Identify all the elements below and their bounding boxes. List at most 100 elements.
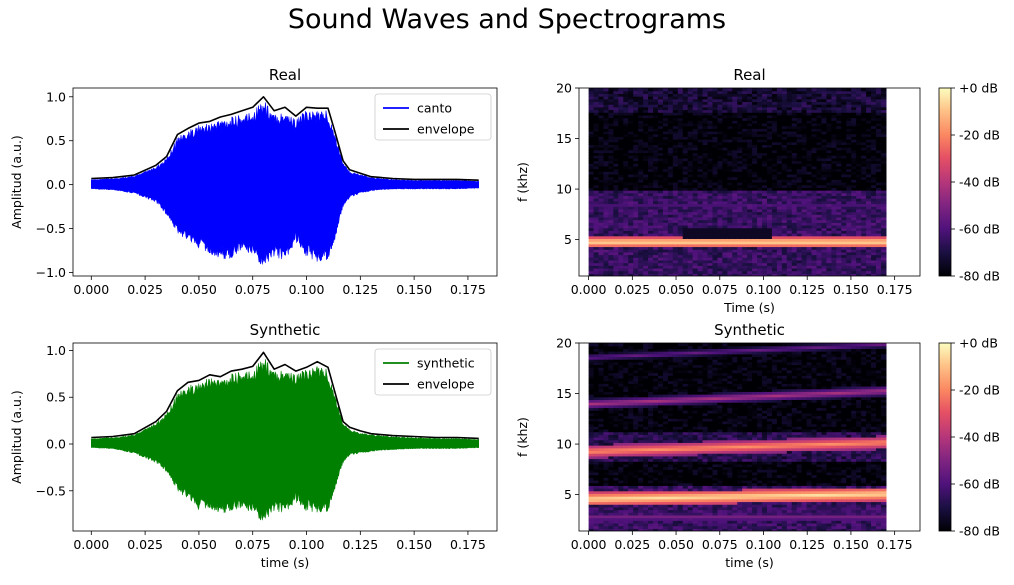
- spectrogram-cell: [702, 265, 709, 269]
- spectrogram-cell: [613, 345, 619, 349]
- spectrogram-cell: [603, 128, 610, 132]
- spectrogram-cell: [648, 230, 654, 234]
- spectrogram-cell: [875, 88, 882, 92]
- spectrogram-cell: [657, 149, 664, 154]
- spectrogram-cell: [687, 224, 694, 229]
- spectrogram-cell: [598, 439, 605, 443]
- spectrogram-cell: [702, 93, 709, 97]
- spectrogram-cell: [618, 249, 624, 253]
- spectrogram-cell: [821, 262, 828, 266]
- spectrogram-cell: [628, 428, 634, 433]
- spectrogram-cell: [722, 155, 728, 159]
- spectrogram-cell: [762, 104, 768, 108]
- spectrogram-cell: [672, 157, 679, 162]
- spectrogram-cell: [653, 122, 659, 127]
- spectrogram-cell: [628, 117, 634, 121]
- spectrogram-cell: [816, 222, 823, 226]
- spectrogram-cell: [692, 198, 699, 202]
- spectrogram-cell: [672, 270, 679, 274]
- spectrogram-cell: [801, 262, 808, 266]
- spectrogram-cell: [682, 208, 689, 213]
- spectrogram-cell: [648, 104, 654, 108]
- spectrogram-cell: [613, 407, 619, 411]
- spectrogram-cell: [871, 147, 877, 151]
- spectrogram-cell: [648, 157, 654, 162]
- spectrogram-cell: [821, 98, 828, 103]
- spectrogram-cell: [821, 216, 828, 221]
- spectrogram-cell: [737, 227, 743, 231]
- spectrogram-cell: [643, 130, 649, 135]
- spectrogram-cell: [603, 396, 610, 400]
- spectrogram-cell: [707, 171, 714, 175]
- spectrogram-cell: [766, 190, 773, 194]
- spectrogram-cell: [811, 139, 818, 143]
- spectrogram-cell: [682, 98, 689, 103]
- spectrogram-cell: [752, 235, 758, 239]
- spectrogram-cell: [603, 361, 610, 366]
- spectrogram-cell: [608, 168, 614, 172]
- spectrogram-cell: [667, 173, 674, 178]
- spectrogram-cell: [623, 463, 629, 468]
- spectrogram-cell: [846, 147, 852, 151]
- spectrogram-cell: [776, 125, 783, 129]
- spectrogram-cell: [727, 222, 733, 226]
- spectrogram-cell: [757, 90, 763, 94]
- spectrogram-cell: [613, 517, 619, 521]
- spectrogram-cell: [618, 227, 624, 231]
- spectrogram-cell: [598, 388, 605, 392]
- spectrogram-cell: [875, 147, 882, 151]
- spectrogram-cell: [880, 243, 887, 248]
- spectrogram-cell: [771, 198, 778, 202]
- spectrogram-cell: [618, 141, 624, 145]
- spectrogram-cell: [608, 437, 614, 441]
- spectrogram-cell: [712, 267, 719, 272]
- spectrogram-cell: [613, 238, 619, 242]
- spectrogram-cell: [657, 262, 664, 266]
- spectrogram-cell: [588, 439, 595, 443]
- spectrogram-cell: [801, 101, 808, 105]
- spectrogram-cell: [836, 246, 842, 250]
- spectrogram-cell: [687, 157, 694, 162]
- spectrogram-cell: [588, 367, 595, 371]
- spectrogram-cell: [593, 117, 600, 121]
- spectrogram-cell: [752, 222, 758, 226]
- spectrogram-cell: [672, 133, 679, 137]
- spectrogram-cell: [628, 394, 634, 398]
- spectrogram-cell: [737, 208, 743, 213]
- spectrogram-cell: [811, 251, 818, 256]
- x-tick-label: 0.000: [73, 282, 109, 297]
- spectrogram-cell: [836, 106, 842, 111]
- spectrogram-cell: [861, 265, 867, 269]
- spectrogram-cell: [846, 104, 852, 108]
- spectrogram-cell: [603, 165, 610, 170]
- spectrogram-cell: [717, 90, 723, 94]
- spectrogram-cell: [856, 200, 862, 205]
- spectrogram-cell: [826, 259, 832, 264]
- spectrogram-cell: [816, 265, 823, 269]
- spectrogram-cell: [791, 171, 798, 175]
- spectrogram-cell: [786, 214, 793, 218]
- spectrogram-cell: [633, 453, 639, 457]
- spectrogram-cell: [766, 147, 773, 151]
- spectrogram-cell: [821, 157, 828, 162]
- spectrogram-cell: [633, 517, 639, 521]
- spectrogram-cell: [816, 98, 823, 103]
- spectrogram-cell: [613, 359, 619, 363]
- spectrogram-cell: [608, 233, 614, 237]
- spectrogram-cell: [856, 187, 862, 191]
- spectrogram-cell: [866, 238, 872, 242]
- spectrogram-cell: [781, 208, 788, 213]
- spectrogram-cell: [806, 109, 813, 113]
- spectrogram-cell: [742, 200, 748, 205]
- spectrogram-cell: [633, 426, 639, 430]
- spectrogram-cell: [732, 262, 738, 266]
- spectrogram-cell: [623, 396, 629, 400]
- spectrogram-cell: [816, 254, 823, 258]
- spectrogram-cell: [831, 243, 837, 248]
- spectrogram-cell: [648, 273, 654, 276]
- spectrogram-cell: [776, 187, 783, 191]
- spectrogram-cell: [643, 112, 649, 116]
- spectrogram-cell: [608, 396, 614, 400]
- spectrogram-cell: [702, 227, 709, 231]
- spectrogram-cell: [831, 112, 837, 116]
